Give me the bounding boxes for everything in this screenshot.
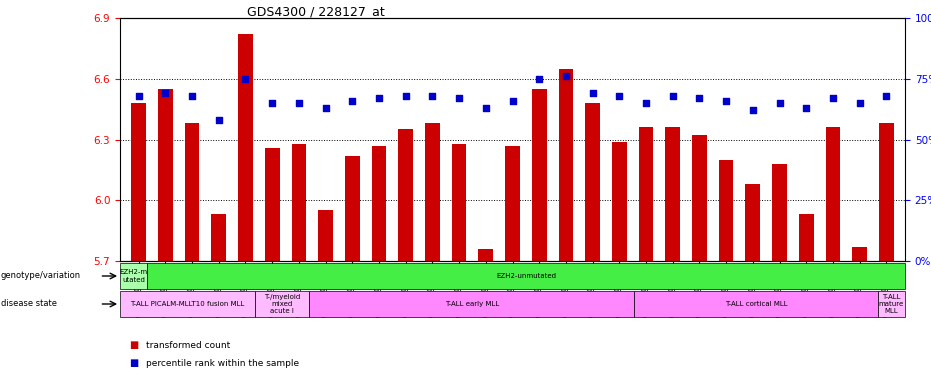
Bar	[692, 136, 707, 261]
Text: T-ALL cortical MLL: T-ALL cortical MLL	[725, 301, 788, 307]
Point	[719, 98, 734, 104]
Point	[158, 90, 173, 96]
Bar	[719, 160, 734, 261]
Bar	[666, 127, 680, 261]
Point	[211, 117, 226, 123]
Bar	[158, 89, 173, 261]
Point	[692, 95, 707, 101]
Bar	[238, 34, 253, 261]
Bar	[131, 103, 146, 261]
Text: disease state: disease state	[1, 300, 57, 308]
Point	[746, 107, 761, 113]
Point	[425, 93, 439, 99]
Bar	[799, 214, 814, 261]
Bar	[586, 103, 600, 261]
Bar	[184, 123, 199, 261]
Point	[318, 105, 333, 111]
Point	[559, 73, 573, 79]
Point	[344, 98, 359, 104]
Point	[264, 100, 279, 106]
Bar	[852, 247, 867, 261]
Text: percentile rank within the sample: percentile rank within the sample	[146, 359, 299, 367]
Point	[452, 95, 466, 101]
Bar	[291, 144, 306, 261]
Text: ■: ■	[129, 340, 139, 350]
Point	[799, 105, 814, 111]
Bar	[309, 291, 634, 317]
Text: genotype/variation: genotype/variation	[1, 271, 81, 280]
Bar	[120, 263, 147, 289]
Point	[612, 93, 627, 99]
Point	[505, 98, 519, 104]
Bar	[398, 129, 413, 261]
Text: T-ALL
mature
MLL: T-ALL mature MLL	[879, 294, 904, 314]
Point	[479, 105, 493, 111]
Point	[772, 100, 787, 106]
Bar	[879, 123, 894, 261]
Point	[532, 76, 546, 82]
Text: EZH2-unmutated: EZH2-unmutated	[496, 273, 556, 279]
Point	[291, 100, 306, 106]
Point	[238, 76, 253, 82]
Text: EZH2-m
utated: EZH2-m utated	[119, 270, 148, 283]
Bar	[479, 249, 493, 261]
Text: T-ALL early MLL: T-ALL early MLL	[445, 301, 499, 307]
Point	[639, 100, 654, 106]
Bar	[559, 69, 573, 261]
Bar	[452, 144, 466, 261]
Point	[371, 95, 386, 101]
Bar	[878, 291, 905, 317]
Point	[666, 93, 681, 99]
Bar	[371, 146, 386, 261]
Text: T-ALL PICALM-MLLT10 fusion MLL: T-ALL PICALM-MLLT10 fusion MLL	[130, 301, 245, 307]
Text: GDS4300 / 228127_at: GDS4300 / 228127_at	[248, 5, 385, 18]
Bar	[772, 164, 787, 261]
Bar	[255, 291, 309, 317]
Bar	[120, 291, 255, 317]
Bar	[746, 184, 760, 261]
Bar	[639, 127, 654, 261]
Bar	[211, 214, 226, 261]
Point	[586, 90, 600, 96]
Point	[184, 93, 199, 99]
Text: transformed count: transformed count	[146, 341, 230, 349]
Text: ■: ■	[129, 358, 139, 368]
Bar	[345, 156, 359, 261]
Point	[879, 93, 894, 99]
Point	[852, 100, 867, 106]
Bar	[532, 89, 546, 261]
Bar	[826, 127, 841, 261]
Point	[826, 95, 841, 101]
Bar	[264, 147, 279, 261]
Bar	[318, 210, 333, 261]
Bar	[634, 291, 878, 317]
Point	[398, 93, 413, 99]
Text: T-/myeloid
mixed
acute l: T-/myeloid mixed acute l	[264, 294, 301, 314]
Bar	[425, 123, 439, 261]
Point	[131, 93, 146, 99]
Bar	[612, 142, 627, 261]
Bar	[506, 146, 519, 261]
